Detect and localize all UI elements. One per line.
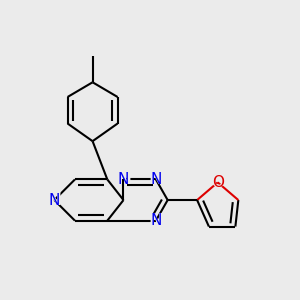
Text: N: N [150,213,162,228]
Text: O: O [210,173,225,191]
Text: O: O [212,175,224,190]
Text: N: N [148,212,164,230]
Text: N: N [116,170,131,188]
Text: N: N [150,172,162,187]
Text: N: N [49,193,60,208]
Text: N: N [47,191,62,209]
Text: N: N [148,170,164,188]
Text: N: N [118,172,129,187]
